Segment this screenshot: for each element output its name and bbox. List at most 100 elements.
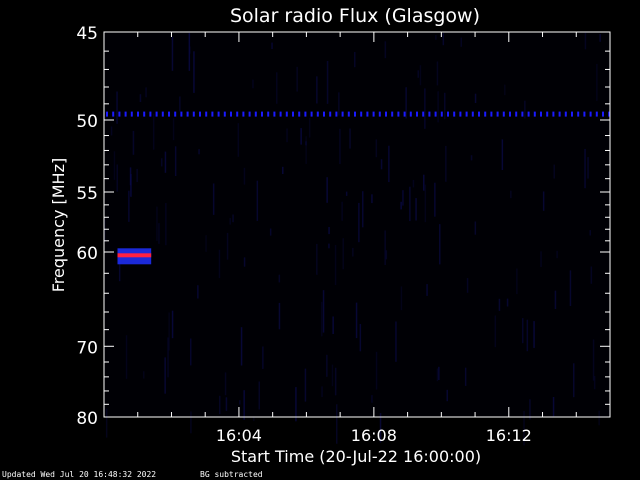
interference-dot [478,111,480,117]
noise-streak [321,386,323,398]
noise-streak [105,408,108,438]
noise-streak [128,190,130,222]
noise-streak [412,179,415,188]
noise-streak [417,70,419,78]
noise-streak [262,346,264,369]
noise-streak [342,238,344,270]
noise-streak [371,194,373,204]
interference-dot [273,111,276,117]
interference-dot [267,111,270,117]
noise-streak [239,400,241,405]
noise-streak [125,335,128,379]
interference-dot [316,111,319,117]
interference-dot [459,111,462,117]
noise-streak [474,221,477,235]
noise-streak [252,79,254,89]
interference-dot [236,111,239,117]
noise-streak [336,404,338,444]
noise-streak [225,397,228,411]
interference-dot [143,111,146,117]
interference-dot [174,111,177,117]
noise-streak [349,128,351,149]
interference-dot [496,111,499,117]
noise-streak [446,389,448,402]
radio-burst [117,248,152,265]
noise-streak [359,324,362,352]
noise-streak [326,177,328,203]
interference-dot [130,111,133,117]
interference-dot [521,111,524,117]
noise-streak [271,42,273,49]
noise-streak [388,145,390,183]
noise-streak [171,36,174,71]
interference-dot [285,111,288,117]
noise-streak [171,310,174,339]
noise-streak [332,316,334,334]
noise-streak [165,203,167,246]
noise-streak [232,214,234,223]
interference-dot [298,111,301,117]
noise-streak [136,168,138,183]
interference-dot [372,111,375,117]
x-axis-label: Start Time (20-Jul-22 16:00:00) [231,447,481,466]
noise-streak [584,148,586,189]
interference-dot [558,111,561,117]
noise-streak [305,136,307,164]
noise-streak [384,230,386,265]
noise-streak [305,141,307,146]
noise-streak [523,411,525,446]
interference-dot [440,111,443,117]
noise-layer [104,32,601,446]
interference-dot [434,111,437,117]
x-tick-label: 16:08 [351,426,397,445]
y-tick-label: 45 [76,24,98,44]
noise-streak [334,245,337,285]
noise-streak [276,72,278,104]
noise-streak [380,159,383,170]
noise-streak [304,368,307,402]
noise-streak [405,87,407,119]
noise-streak [328,243,330,249]
noise-streak [308,117,311,138]
interference-dot [546,111,549,117]
noise-streak [573,363,575,398]
noise-streak [438,366,440,380]
noise-streak [278,302,281,330]
noise-streak [326,354,328,377]
x-axis: 16:04 16:08 16:12 [137,32,577,445]
y-tick-label: 80 [76,409,98,429]
noise-streak [445,145,447,182]
noise-streak [198,149,200,155]
interference-dot [323,111,325,117]
noise-streak [371,395,373,403]
noise-streak [540,251,542,267]
noise-streak [424,88,426,129]
interference-dot [403,111,406,117]
noise-streak [139,94,142,102]
noise-streak [426,284,428,296]
noise-streak [498,298,501,311]
interference-dot [422,111,425,117]
noise-streak [164,357,166,394]
noise-streak [190,411,192,434]
interference-dot [347,111,350,117]
chart-title: Solar radio Flux (Glasgow) [230,5,480,27]
noise-streak [300,128,302,145]
y-axis-label: Frequency [MHz] [49,158,68,292]
noise-streak [400,201,402,210]
interference-dot [502,111,505,117]
noise-streak [522,318,524,344]
interference-dot [409,111,412,117]
noise-streak [328,227,330,235]
bg-subtracted-note: BG subtracted [200,470,263,479]
interference-dot [211,111,214,117]
noise-streak [341,201,343,221]
noise-streak [552,397,555,417]
y-tick-label: 60 [76,244,98,264]
interference-dot [223,111,226,117]
noise-streak [442,33,445,46]
noise-streak [529,399,531,420]
y-tick-label: 55 [76,184,98,204]
interference-dot [112,111,115,117]
noise-streak [501,139,504,170]
